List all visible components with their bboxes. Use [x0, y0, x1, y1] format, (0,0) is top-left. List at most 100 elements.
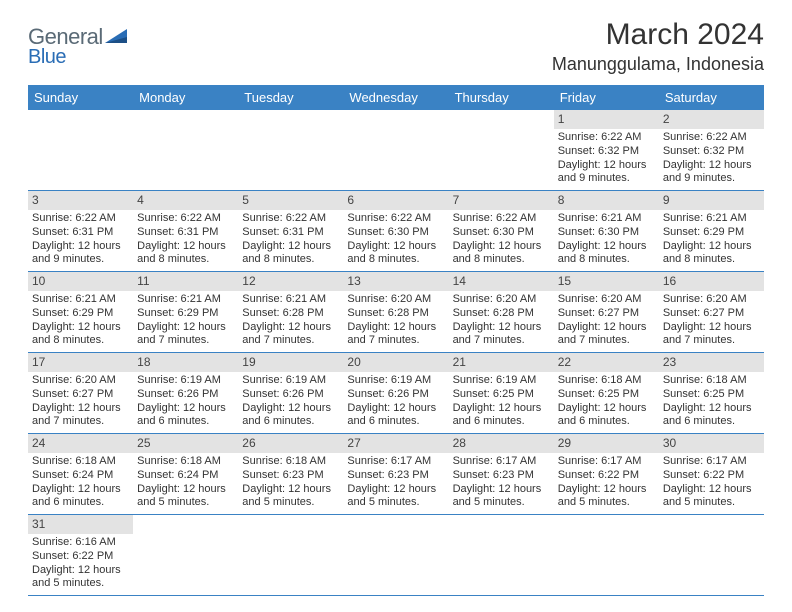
sunset-text: Sunset: 6:30 PM [347, 226, 444, 240]
daylight-text: Daylight: 12 hours and 9 minutes. [32, 240, 129, 268]
flag-icon [105, 25, 131, 45]
day-number: 20 [343, 353, 448, 372]
day-number: 17 [28, 353, 133, 372]
day-body: Sunrise: 6:22 AMSunset: 6:31 PMDaylight:… [28, 210, 133, 271]
day-body: Sunrise: 6:20 AMSunset: 6:28 PMDaylight:… [343, 291, 448, 352]
weeks-container: 1Sunrise: 6:22 AMSunset: 6:32 PMDaylight… [28, 110, 764, 596]
sunset-text: Sunset: 6:27 PM [558, 307, 655, 321]
sunset-text: Sunset: 6:22 PM [32, 550, 129, 564]
sunrise-text: Sunrise: 6:18 AM [32, 455, 129, 469]
day-number: 13 [343, 272, 448, 291]
sunset-text: Sunset: 6:26 PM [242, 388, 339, 402]
weekday-header: Monday [133, 85, 238, 110]
sunrise-text: Sunrise: 6:18 AM [242, 455, 339, 469]
week-row: 1Sunrise: 6:22 AMSunset: 6:32 PMDaylight… [28, 110, 764, 191]
sunset-text: Sunset: 6:25 PM [453, 388, 550, 402]
day-body: Sunrise: 6:22 AMSunset: 6:32 PMDaylight:… [554, 129, 659, 190]
sunset-text: Sunset: 6:22 PM [663, 469, 760, 483]
day-body: Sunrise: 6:21 AMSunset: 6:29 PMDaylight:… [659, 210, 764, 271]
daylight-text: Daylight: 12 hours and 8 minutes. [242, 240, 339, 268]
daylight-text: Daylight: 12 hours and 8 minutes. [137, 240, 234, 268]
daylight-text: Daylight: 12 hours and 9 minutes. [558, 159, 655, 187]
day-cell: 13Sunrise: 6:20 AMSunset: 6:28 PMDayligh… [343, 272, 448, 352]
day-body: Sunrise: 6:22 AMSunset: 6:30 PMDaylight:… [343, 210, 448, 271]
sunset-text: Sunset: 6:29 PM [137, 307, 234, 321]
day-cell: 10Sunrise: 6:21 AMSunset: 6:29 PMDayligh… [28, 272, 133, 352]
sunset-text: Sunset: 6:31 PM [32, 226, 129, 240]
day-number: 27 [343, 434, 448, 453]
month-title: March 2024 [552, 18, 764, 52]
day-body: Sunrise: 6:20 AMSunset: 6:28 PMDaylight:… [449, 291, 554, 352]
day-body: Sunrise: 6:18 AMSunset: 6:25 PMDaylight:… [659, 372, 764, 433]
daylight-text: Daylight: 12 hours and 7 minutes. [453, 321, 550, 349]
day-number: 10 [28, 272, 133, 291]
day-cell: 21Sunrise: 6:19 AMSunset: 6:25 PMDayligh… [449, 353, 554, 433]
sunrise-text: Sunrise: 6:22 AM [347, 212, 444, 226]
sunset-text: Sunset: 6:30 PM [558, 226, 655, 240]
day-body: Sunrise: 6:17 AMSunset: 6:23 PMDaylight:… [449, 453, 554, 514]
day-cell: 19Sunrise: 6:19 AMSunset: 6:26 PMDayligh… [238, 353, 343, 433]
day-cell [449, 110, 554, 190]
day-number: 25 [133, 434, 238, 453]
sunrise-text: Sunrise: 6:20 AM [453, 293, 550, 307]
sunset-text: Sunset: 6:28 PM [453, 307, 550, 321]
sunset-text: Sunset: 6:29 PM [32, 307, 129, 321]
daylight-text: Daylight: 12 hours and 8 minutes. [663, 240, 760, 268]
day-cell: 12Sunrise: 6:21 AMSunset: 6:28 PMDayligh… [238, 272, 343, 352]
day-cell [133, 515, 238, 595]
daylight-text: Daylight: 12 hours and 5 minutes. [558, 483, 655, 511]
sunset-text: Sunset: 6:28 PM [347, 307, 444, 321]
day-cell: 1Sunrise: 6:22 AMSunset: 6:32 PMDaylight… [554, 110, 659, 190]
calendar-grid: SundayMondayTuesdayWednesdayThursdayFrid… [28, 85, 764, 596]
day-number: 14 [449, 272, 554, 291]
daylight-text: Daylight: 12 hours and 7 minutes. [663, 321, 760, 349]
day-cell: 5Sunrise: 6:22 AMSunset: 6:31 PMDaylight… [238, 191, 343, 271]
daylight-text: Daylight: 12 hours and 5 minutes. [32, 564, 129, 592]
title-block: March 2024 Manunggulama, Indonesia [552, 18, 764, 75]
sunrise-text: Sunrise: 6:19 AM [347, 374, 444, 388]
sunrise-text: Sunrise: 6:22 AM [32, 212, 129, 226]
sunrise-text: Sunrise: 6:21 AM [137, 293, 234, 307]
weekday-header: Friday [554, 85, 659, 110]
week-row: 3Sunrise: 6:22 AMSunset: 6:31 PMDaylight… [28, 191, 764, 272]
sunset-text: Sunset: 6:25 PM [663, 388, 760, 402]
day-body: Sunrise: 6:22 AMSunset: 6:31 PMDaylight:… [133, 210, 238, 271]
sunset-text: Sunset: 6:30 PM [453, 226, 550, 240]
day-body: Sunrise: 6:22 AMSunset: 6:31 PMDaylight:… [238, 210, 343, 271]
day-body: Sunrise: 6:16 AMSunset: 6:22 PMDaylight:… [28, 534, 133, 595]
day-number: 8 [554, 191, 659, 210]
day-number: 26 [238, 434, 343, 453]
sunrise-text: Sunrise: 6:20 AM [32, 374, 129, 388]
sunrise-text: Sunrise: 6:20 AM [347, 293, 444, 307]
day-body: Sunrise: 6:20 AMSunset: 6:27 PMDaylight:… [554, 291, 659, 352]
day-number: 29 [554, 434, 659, 453]
sunset-text: Sunset: 6:22 PM [558, 469, 655, 483]
week-row: 31Sunrise: 6:16 AMSunset: 6:22 PMDayligh… [28, 515, 764, 596]
weekday-header-row: SundayMondayTuesdayWednesdayThursdayFrid… [28, 85, 764, 110]
day-number: 23 [659, 353, 764, 372]
sunset-text: Sunset: 6:31 PM [137, 226, 234, 240]
sunset-text: Sunset: 6:23 PM [347, 469, 444, 483]
daylight-text: Daylight: 12 hours and 6 minutes. [347, 402, 444, 430]
sunrise-text: Sunrise: 6:18 AM [558, 374, 655, 388]
day-cell [449, 515, 554, 595]
sunset-text: Sunset: 6:23 PM [453, 469, 550, 483]
day-body: Sunrise: 6:22 AMSunset: 6:32 PMDaylight:… [659, 129, 764, 190]
day-cell [343, 110, 448, 190]
day-number: 4 [133, 191, 238, 210]
daylight-text: Daylight: 12 hours and 5 minutes. [137, 483, 234, 511]
day-body: Sunrise: 6:21 AMSunset: 6:28 PMDaylight:… [238, 291, 343, 352]
day-body: Sunrise: 6:17 AMSunset: 6:22 PMDaylight:… [554, 453, 659, 514]
day-cell: 18Sunrise: 6:19 AMSunset: 6:26 PMDayligh… [133, 353, 238, 433]
day-body: Sunrise: 6:17 AMSunset: 6:23 PMDaylight:… [343, 453, 448, 514]
sunrise-text: Sunrise: 6:21 AM [32, 293, 129, 307]
day-cell [238, 515, 343, 595]
sunset-text: Sunset: 6:32 PM [663, 145, 760, 159]
daylight-text: Daylight: 12 hours and 5 minutes. [242, 483, 339, 511]
day-number: 18 [133, 353, 238, 372]
day-cell: 17Sunrise: 6:20 AMSunset: 6:27 PMDayligh… [28, 353, 133, 433]
day-number: 11 [133, 272, 238, 291]
day-number: 3 [28, 191, 133, 210]
day-cell: 26Sunrise: 6:18 AMSunset: 6:23 PMDayligh… [238, 434, 343, 514]
weekday-header: Saturday [659, 85, 764, 110]
